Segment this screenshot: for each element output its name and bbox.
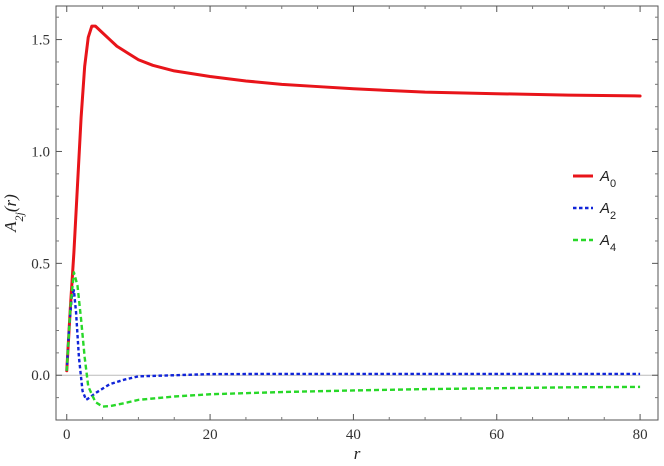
x-tick-label: 20	[203, 427, 218, 443]
y-tick-label: 1.5	[31, 33, 50, 49]
x-tick-label: 40	[346, 427, 361, 443]
y-axis-label: A2j(r)	[1, 194, 26, 233]
legend-label: A2	[599, 200, 616, 222]
plot-frame	[55, 5, 659, 421]
y-tick-label: 0.5	[31, 256, 50, 272]
y-tick-label: 1.0	[31, 144, 50, 160]
legend-label: A4	[599, 232, 616, 254]
x-axis-label: r	[354, 444, 361, 463]
x-tick-label: 80	[633, 427, 648, 443]
x-tick-label: 60	[489, 427, 504, 443]
legend-label: A0	[599, 168, 616, 190]
series-line-2	[65, 271, 641, 408]
y-tick-label: 0.0	[31, 368, 50, 384]
series-line-0	[65, 24, 642, 373]
legend: A0 A2 A4	[573, 168, 616, 254]
x-tick-label: 0	[63, 427, 71, 443]
series-line-1	[65, 289, 641, 402]
